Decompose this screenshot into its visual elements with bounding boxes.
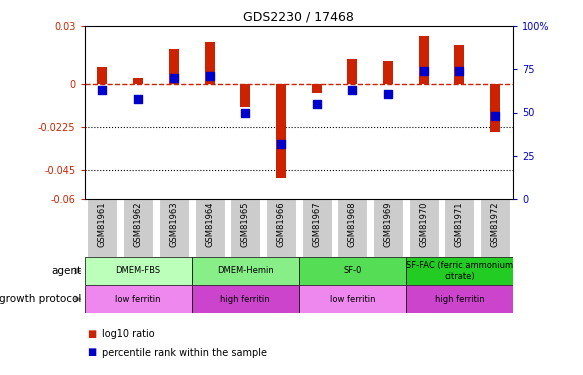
Bar [444,199,475,257]
Text: ■: ■ [87,348,97,357]
Text: ■: ■ [87,329,97,339]
Bar [480,199,510,257]
Bar [169,49,179,84]
Point [205,73,214,79]
Bar [97,66,107,84]
Point [347,87,357,93]
Bar [312,84,322,93]
Bar [159,199,189,257]
Point [276,141,286,147]
Text: GSM81969: GSM81969 [384,201,392,247]
Bar [266,199,296,257]
Text: SF-FAC (ferric ammonium
citrate): SF-FAC (ferric ammonium citrate) [406,261,513,280]
Bar [406,257,513,285]
Text: high ferritin: high ferritin [435,295,484,304]
Bar [192,285,298,313]
Bar [406,285,513,313]
Text: DMEM-Hemin: DMEM-Hemin [217,266,273,275]
Bar [133,78,143,84]
Text: GSM81968: GSM81968 [348,201,357,247]
Point [169,75,178,81]
Point [490,113,500,119]
Point [419,68,429,74]
Bar [123,199,153,257]
Text: GSM81966: GSM81966 [276,201,286,247]
Point [455,68,464,74]
Text: GSM81962: GSM81962 [134,201,143,247]
Text: SF-0: SF-0 [343,266,361,275]
Bar [87,199,117,257]
Text: GSM81961: GSM81961 [98,201,107,247]
Point [98,87,107,93]
Text: log10 ratio: log10 ratio [102,329,154,339]
Bar [347,59,357,84]
Text: percentile rank within the sample: percentile rank within the sample [102,348,267,357]
Bar [301,199,332,257]
Text: high ferritin: high ferritin [220,295,270,304]
Text: low ferritin: low ferritin [329,295,375,304]
Bar [298,285,406,313]
Text: GSM81971: GSM81971 [455,201,464,247]
Bar [409,199,439,257]
Text: GSM81972: GSM81972 [491,201,500,247]
Bar [490,84,500,132]
Text: GSM81970: GSM81970 [419,201,429,247]
Point [134,96,143,102]
Text: GSM81967: GSM81967 [312,201,321,247]
Bar [85,285,192,313]
Text: low ferritin: low ferritin [115,295,161,304]
Text: growth protocol: growth protocol [0,294,82,304]
Bar [338,199,367,257]
Bar [298,257,406,285]
Bar [205,42,215,84]
Text: GSM81964: GSM81964 [205,201,214,247]
Bar [195,199,224,257]
Bar [276,84,286,178]
Point [312,101,321,107]
Bar [240,84,250,107]
Bar [192,257,298,285]
Bar [419,36,429,84]
Title: GDS2230 / 17468: GDS2230 / 17468 [243,11,354,24]
Point [241,110,250,116]
Text: GSM81965: GSM81965 [241,201,250,247]
Text: GSM81963: GSM81963 [169,201,178,247]
Bar [455,45,465,84]
Point [384,90,393,96]
Bar [383,61,393,84]
Bar [230,199,260,257]
Text: DMEM-FBS: DMEM-FBS [115,266,161,275]
Bar [85,257,192,285]
Text: agent: agent [51,266,82,276]
Bar [373,199,403,257]
